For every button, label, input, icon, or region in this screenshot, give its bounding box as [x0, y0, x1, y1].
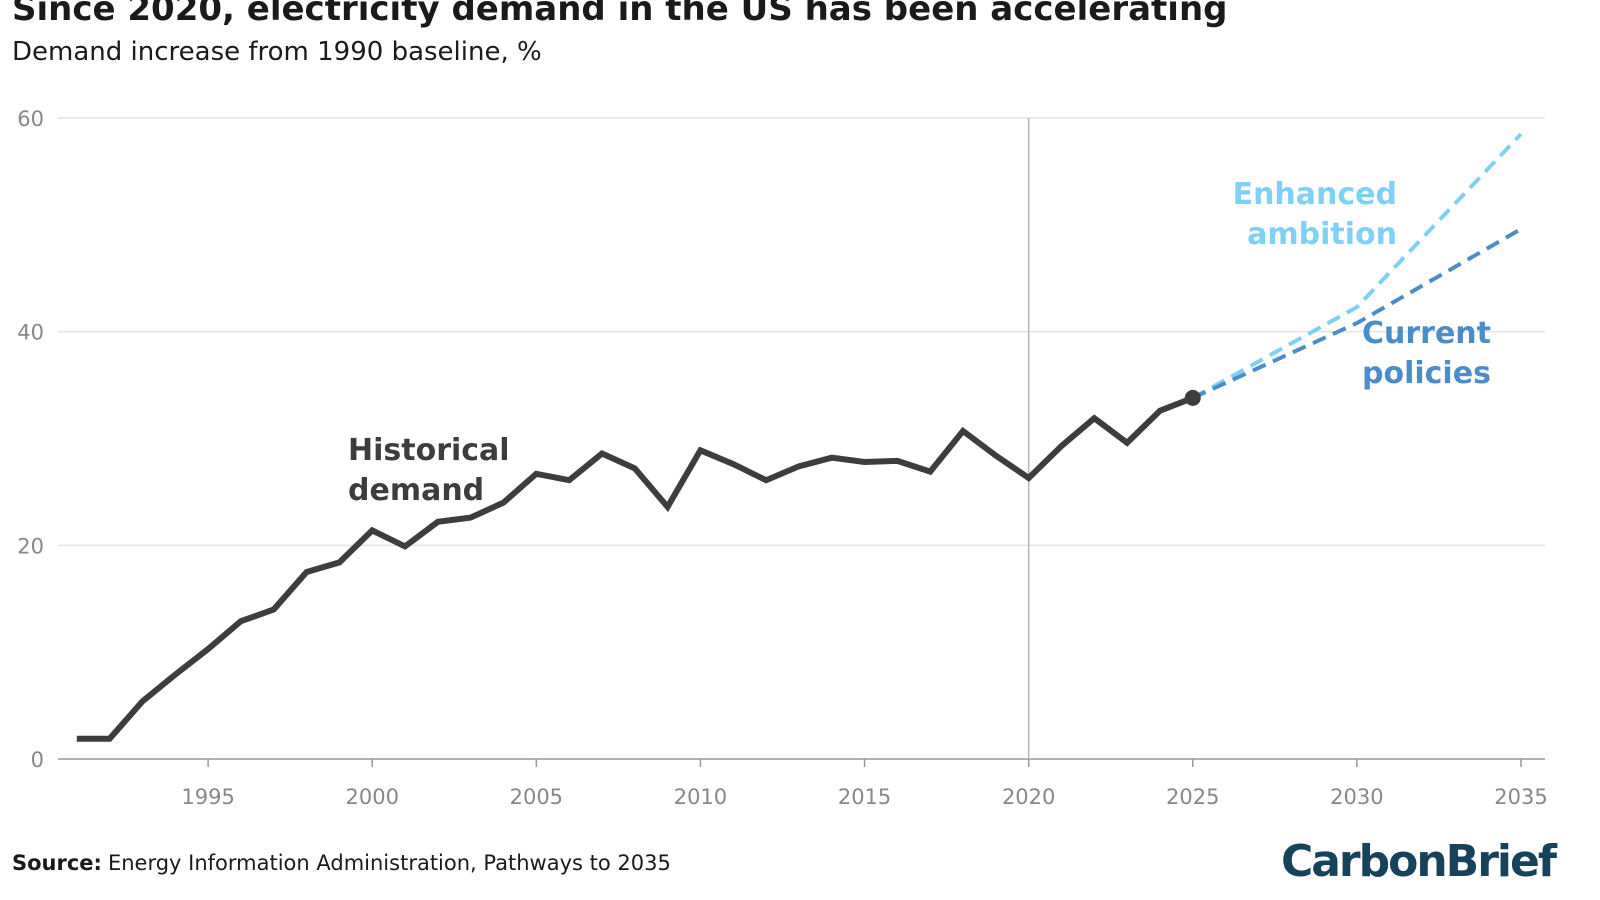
historical-endpoint-marker: [1184, 389, 1201, 406]
x-tick-label-2015: 2015: [838, 785, 891, 809]
historical-label-line: demand: [348, 473, 484, 508]
current-policies-label-line: Current: [1362, 316, 1491, 351]
carbonbrief-logo: CarbonBrief: [1281, 836, 1558, 887]
x-tick-label-2000: 2000: [345, 785, 398, 809]
historical-label: Historical demand: [348, 433, 510, 508]
current-policies-line: [1191, 227, 1522, 400]
source-note: Source: Energy Information Administration…: [12, 851, 671, 875]
chart-title: Since 2020, electricity demand in the US…: [12, 0, 1227, 29]
x-tick-label-2035: 2035: [1494, 785, 1547, 809]
x-tick-label-2010: 2010: [674, 785, 727, 809]
enhanced-ambition-label: Enhanced ambition: [1233, 177, 1397, 252]
y-tick-label-60: 60: [17, 107, 44, 131]
y-axis-ticks: 0 20 40 60: [17, 107, 44, 772]
chart-subtitle: Demand increase from 1990 baseline, %: [12, 37, 542, 67]
historical-line: [76, 395, 1194, 742]
current-policies-label-line: policies: [1362, 356, 1491, 391]
x-tick-label-2030: 2030: [1330, 785, 1383, 809]
x-tick-label-1995: 1995: [181, 785, 234, 809]
enhanced-ambition-label-line: ambition: [1247, 217, 1397, 252]
enhanced-ambition-line: [1191, 132, 1523, 400]
x-tick-label-2005: 2005: [510, 785, 563, 809]
series-group: [76, 132, 1523, 742]
x-axis-ticks: 1995 2000 2005 2010 2015 2020 2025 2030 2035: [181, 759, 1548, 809]
x-tick-label-2025: 2025: [1166, 785, 1219, 809]
source-label: Source:: [12, 851, 102, 875]
y-tick-label-40: 40: [17, 321, 44, 345]
series-labels: Historical demand Current policies Enhanced a…: [348, 177, 1491, 508]
y-tick-label-0: 0: [31, 748, 44, 772]
source-text: Energy Information Administration, Pathw…: [108, 851, 671, 875]
x-tick-label-2020: 2020: [1002, 785, 1055, 809]
y-tick-label-20: 20: [17, 534, 44, 558]
grid-lines: [58, 117, 1545, 760]
current-policies-label: Current policies: [1362, 316, 1491, 391]
historical-label-line: Historical: [348, 433, 510, 468]
enhanced-ambition-label-line: Enhanced: [1233, 177, 1397, 212]
